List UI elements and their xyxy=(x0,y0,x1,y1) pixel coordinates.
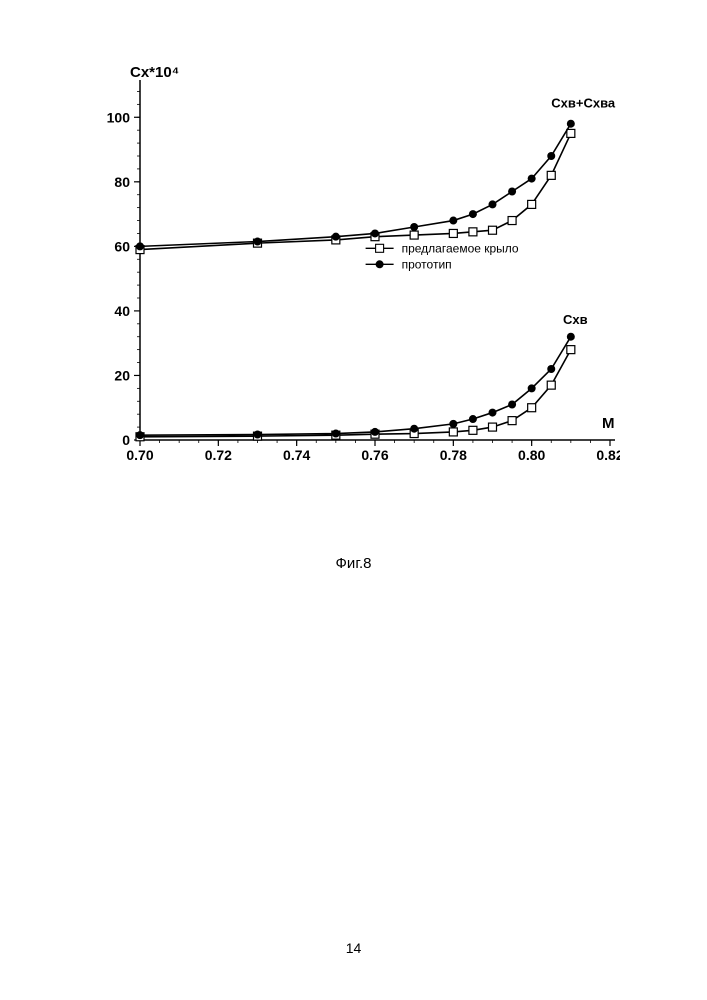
marker-circle xyxy=(254,238,262,246)
marker-circle xyxy=(547,152,555,160)
marker-square xyxy=(449,229,457,237)
x-tick-label: 0.82 xyxy=(596,447,620,463)
marker-square xyxy=(508,417,516,425)
x-tick-label: 0.80 xyxy=(518,447,545,463)
marker-circle xyxy=(489,200,497,208)
marker-circle xyxy=(254,431,262,439)
marker-square xyxy=(489,226,497,234)
page: 0 20 40 60 80 100 0.70 0.72 0.74 0.76 0.78 0.80 0.82… xyxy=(0,0,707,1000)
annotation: Cxв+Cxва xyxy=(551,96,616,111)
marker-square xyxy=(469,228,477,236)
y-tick-label: 100 xyxy=(107,109,131,125)
marker-circle xyxy=(332,233,340,241)
chart-svg: 0 20 40 60 80 100 0.70 0.72 0.74 0.76 0.78 0.80 0.82… xyxy=(80,60,620,480)
marker-circle xyxy=(449,420,457,428)
marker-circle xyxy=(469,210,477,218)
marker-square xyxy=(547,171,555,179)
marker-circle xyxy=(410,223,418,231)
marker-circle xyxy=(508,401,516,409)
marker-square xyxy=(449,428,457,436)
marker-circle xyxy=(449,217,457,225)
figure-caption: Фиг.8 xyxy=(0,555,707,572)
marker-circle xyxy=(489,409,497,417)
marker-circle xyxy=(528,384,536,392)
page-number: 14 xyxy=(0,940,707,956)
x-axis-label: M xyxy=(602,415,615,432)
x-tick-label: 0.74 xyxy=(283,447,310,463)
marker-circle xyxy=(508,188,516,196)
y-tick-label: 80 xyxy=(114,174,130,190)
marker-circle xyxy=(371,229,379,237)
marker-circle xyxy=(469,415,477,423)
marker-circle xyxy=(136,242,144,250)
marker-circle xyxy=(528,175,536,183)
series-line xyxy=(140,133,571,249)
marker-square xyxy=(567,346,575,354)
marker-circle xyxy=(332,430,340,438)
chart-container: 0 20 40 60 80 100 0.70 0.72 0.74 0.76 0.78 0.80 0.82… xyxy=(80,60,620,480)
marker-square xyxy=(469,426,477,434)
marker-circle xyxy=(136,431,144,439)
marker-square xyxy=(508,217,516,225)
x-tick-label: 0.72 xyxy=(205,447,232,463)
marker-square xyxy=(410,231,418,239)
legend-marker-circle xyxy=(376,260,384,268)
x-tick-label: 0.78 xyxy=(440,447,467,463)
series-line xyxy=(140,337,571,435)
x-tick-label: 0.70 xyxy=(126,447,153,463)
x-tick-label: 0.76 xyxy=(361,447,388,463)
series-line xyxy=(140,124,571,247)
y-tick-label: 60 xyxy=(114,238,130,254)
annotation: Cxв xyxy=(563,312,588,327)
marker-square xyxy=(528,404,536,412)
marker-circle xyxy=(410,425,418,433)
legend-marker-square xyxy=(376,244,384,252)
y-tick-label: 40 xyxy=(114,303,130,319)
marker-circle xyxy=(567,120,575,128)
y-tick-label: 20 xyxy=(114,367,130,383)
marker-square xyxy=(567,129,575,137)
legend-label: прототип xyxy=(402,257,452,271)
legend-label: предлагаемое крыло xyxy=(402,241,519,255)
marker-circle xyxy=(567,333,575,341)
marker-square xyxy=(528,200,536,208)
y-axis-label: Cx*10⁴ xyxy=(130,64,179,81)
marker-circle xyxy=(547,365,555,373)
y-tick-label: 0 xyxy=(122,432,130,448)
marker-circle xyxy=(371,428,379,436)
marker-square xyxy=(547,381,555,389)
marker-square xyxy=(489,423,497,431)
series-line xyxy=(140,350,571,437)
